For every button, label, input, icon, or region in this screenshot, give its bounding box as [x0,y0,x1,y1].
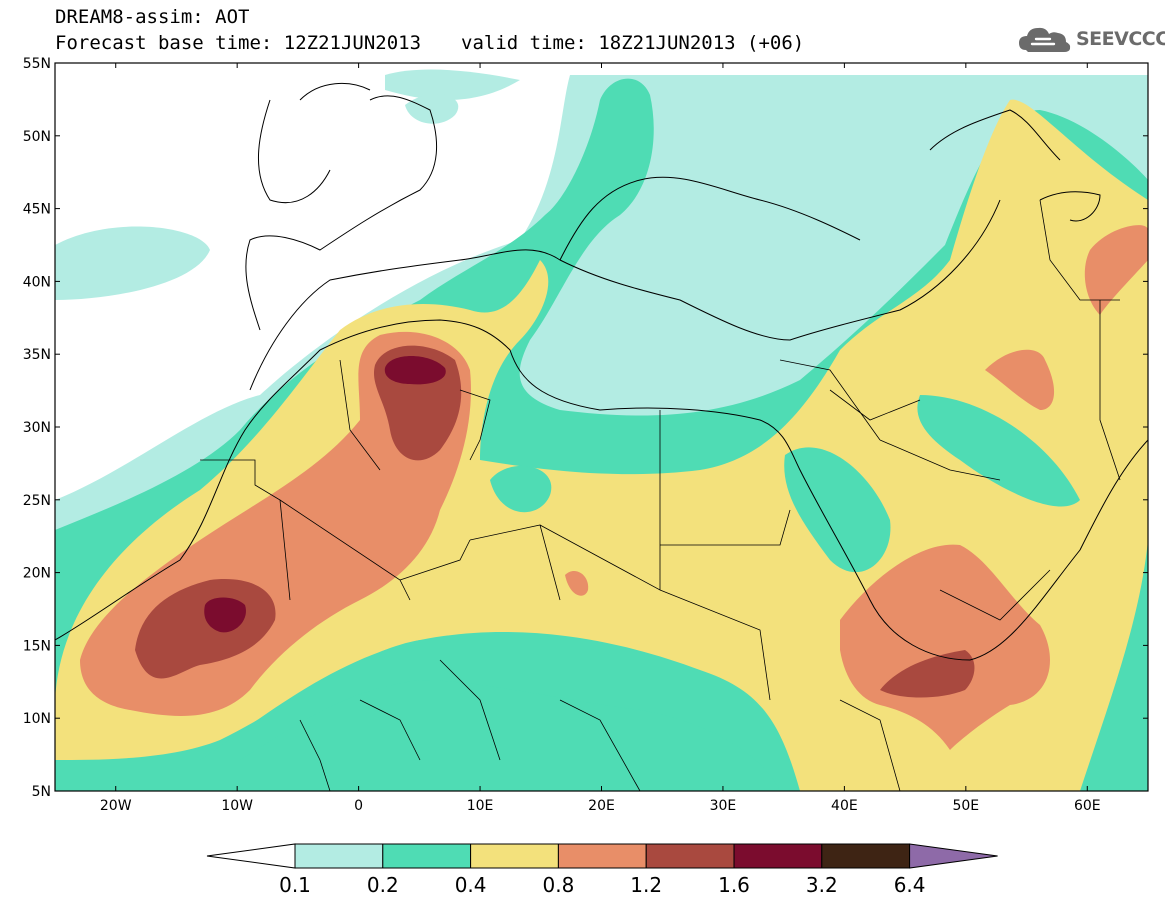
colorbar-label: 0.2 [367,873,399,897]
colorbar-label: 0.1 [279,873,311,897]
lat-label: 20N [23,566,51,582]
seevccc-logo: SEEVCCC [1018,24,1165,54]
cloud-icon [1019,27,1071,52]
lon-label: 40E [831,798,858,814]
logo-text: SEEVCCC [1076,28,1165,50]
colorbar-segment [645,843,735,869]
lon-label: 10W [221,798,253,814]
lat-label: 15N [23,638,51,654]
colorbar-segment [557,843,647,869]
colorbar-over-arrow [909,843,998,869]
lat-label: 30N [23,420,51,436]
lon-label: 30E [710,798,737,814]
aot-field [55,63,1148,791]
colorbar-label: 1.6 [718,873,750,897]
lat-label: 50N [23,129,51,145]
time-info: Forecast base time: 12Z21JUN2013 valid ti… [55,32,804,54]
colorbar-label: 1.2 [630,873,662,897]
colorbar-segment [470,843,559,869]
colorbar-label: 3.2 [806,873,838,897]
valid-time: valid time: 18Z21JUN2013 (+06) [461,32,805,54]
lat-label: 35N [23,347,51,363]
colorbar-label: 0.4 [455,873,487,897]
country-borders [200,199,1121,791]
colorbar-label: 0.8 [542,873,574,897]
lat-label: 55N [23,56,51,72]
lat-label: 5N [32,784,51,800]
colorbar-label: 6.4 [894,873,926,897]
colorbar-segment [821,843,911,869]
coastlines [55,82,1148,661]
lon-label: 50E [952,798,979,814]
lat-label: 10N [23,711,51,727]
lon-label: 60E [1074,798,1101,814]
lon-label: 0 [354,798,363,814]
lat-label: 45N [23,202,51,218]
colorbar-segment [294,843,384,869]
map-title: DREAM8-assim: AOT [55,6,250,28]
lat-label: 40N [23,274,51,290]
colorbar-under-arrow [206,843,296,869]
lon-label: 20W [100,798,132,814]
colorbar-segment [733,843,823,869]
lon-label: 10E [467,798,494,814]
lat-label: 25N [23,493,51,509]
colorbar: 0.1 0.2 0.4 0.8 1.2 1.6 3.2 6.4 [206,843,998,897]
axis-ticks: 55N 50N 45N 40N 35N 30N 25N 20N 15N 10N 5N 20W 10W 0 1… [23,56,1148,814]
base-time: Forecast base time: 12Z21JUN2013 [55,32,422,54]
colorbar-segment [382,843,472,869]
lon-label: 20E [588,798,615,814]
